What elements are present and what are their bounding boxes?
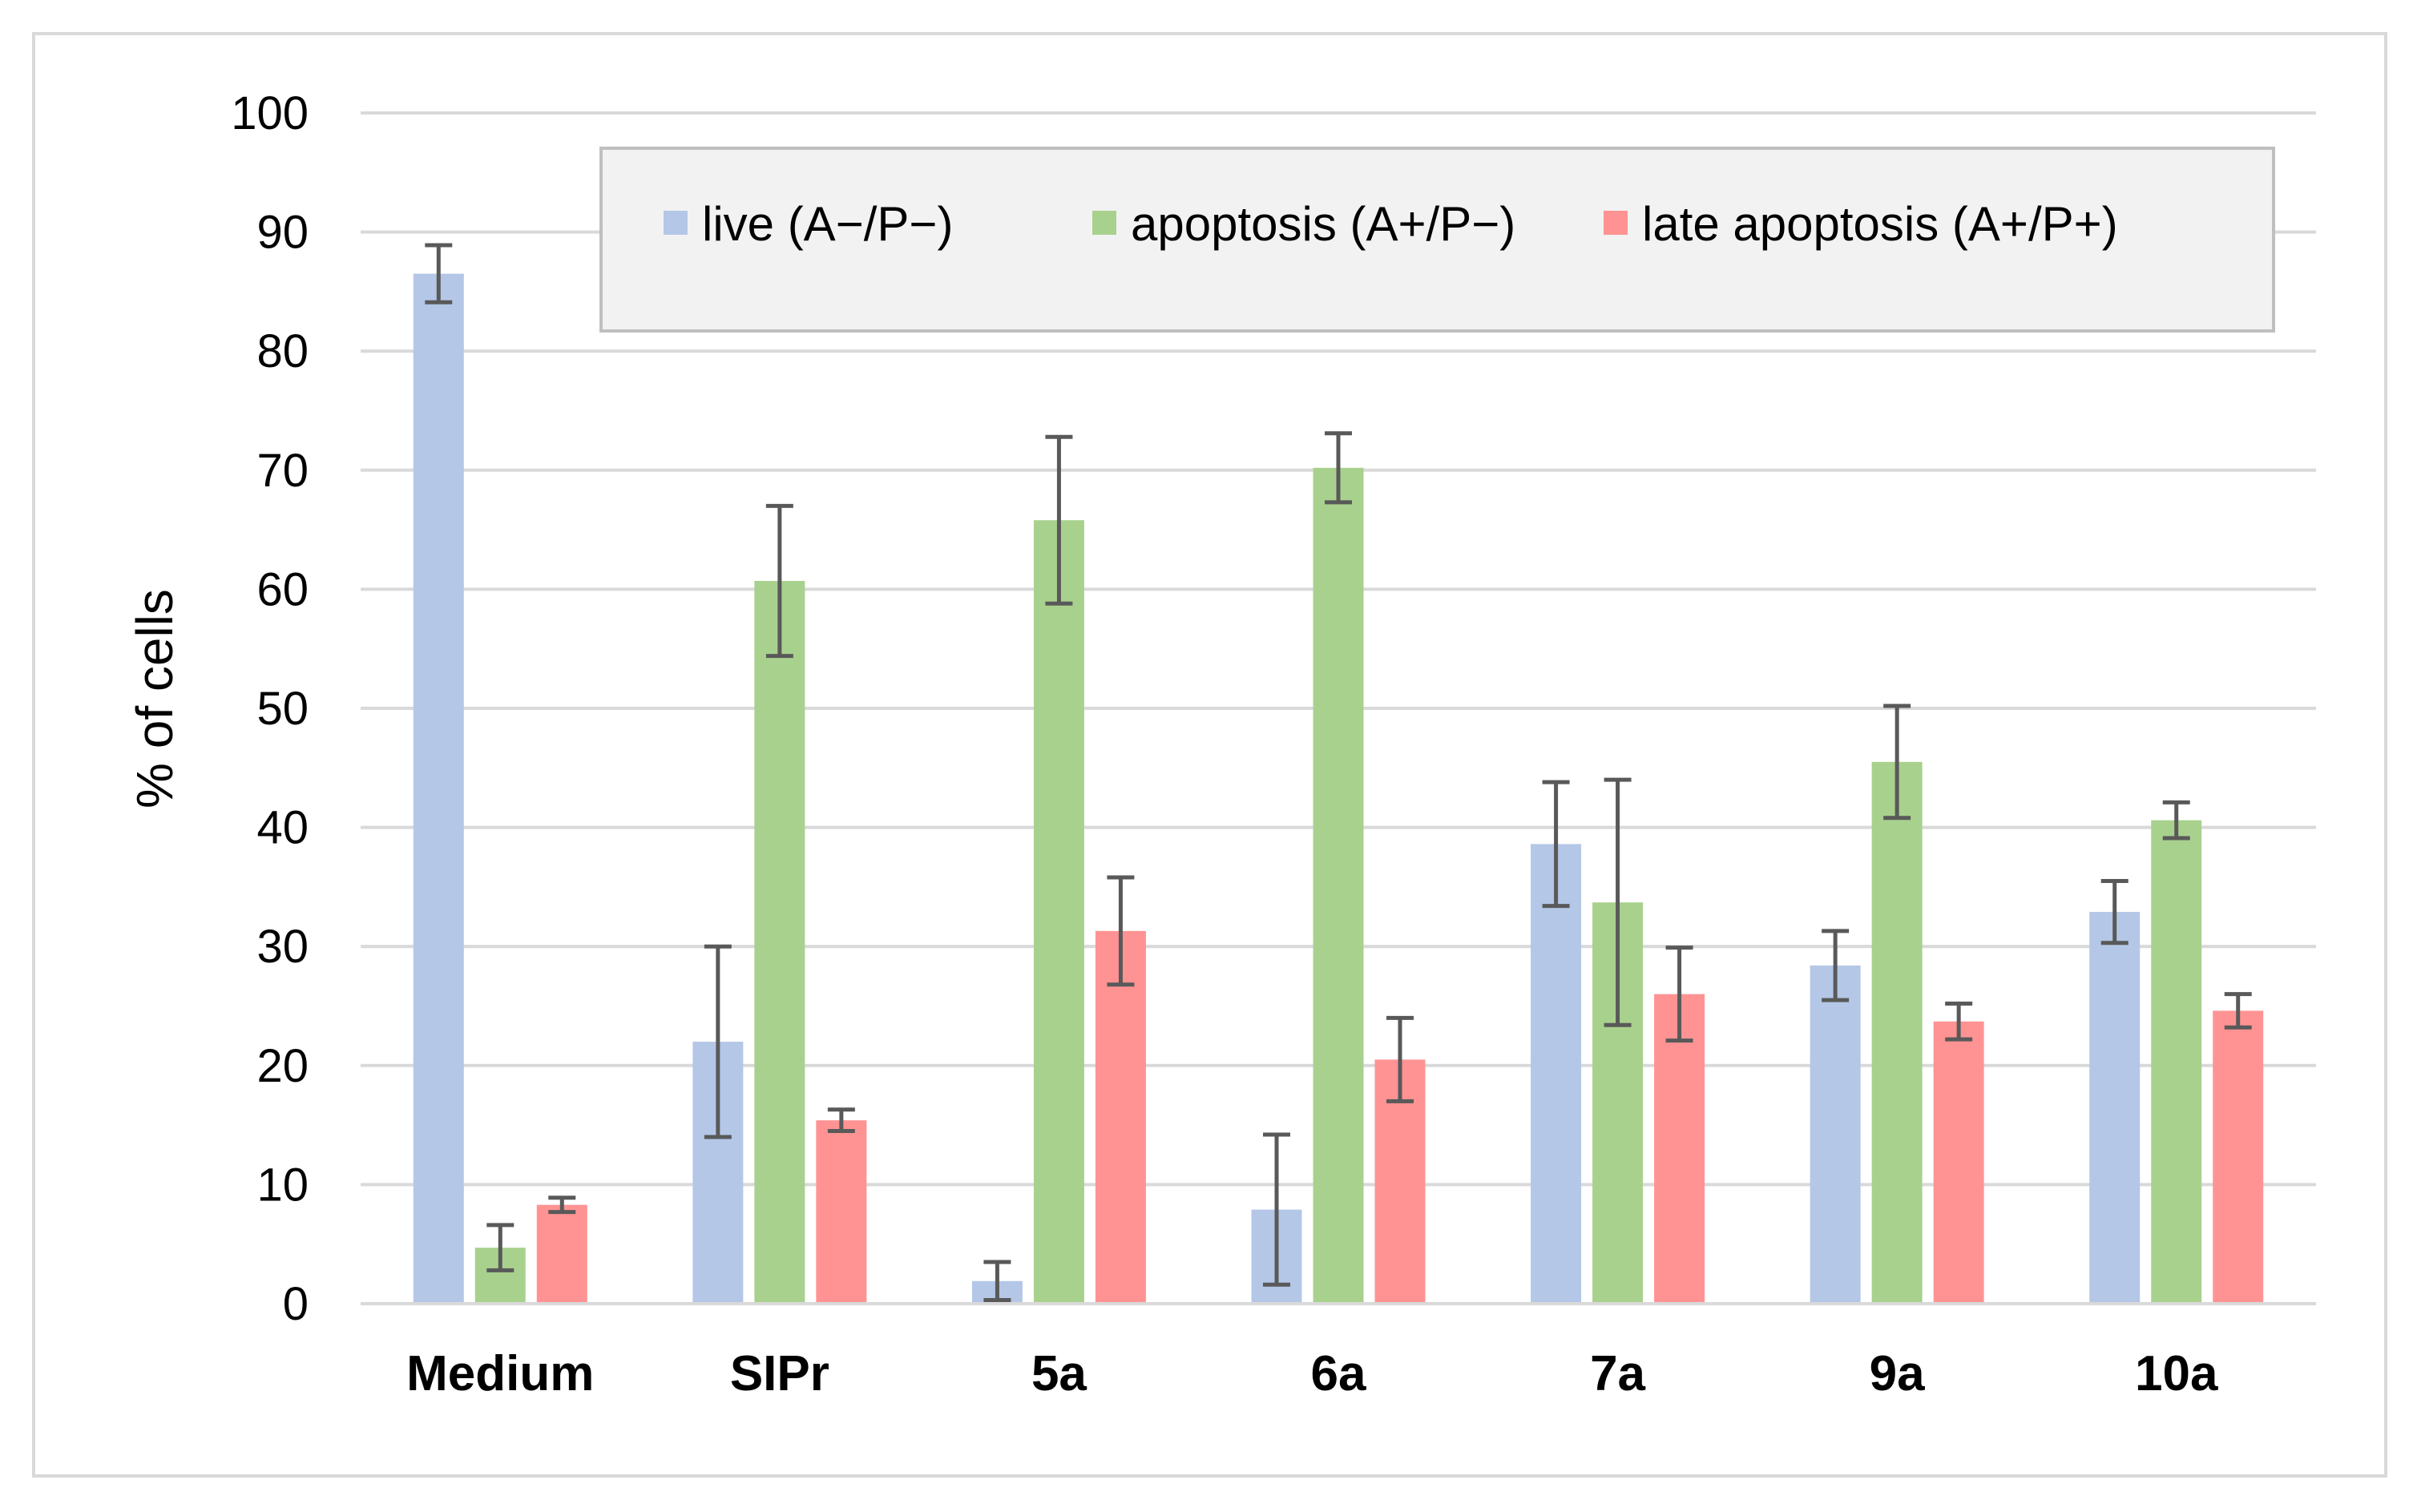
error-bar — [765, 503, 793, 659]
legend: live (A−/P−) apoptosis (A+/P−) late apopto… — [599, 147, 2275, 333]
bar — [1531, 844, 1582, 1304]
error-bar — [983, 1260, 1011, 1303]
x-category-label: 10a — [2135, 1346, 2218, 1401]
y-tick-label: 30 — [256, 921, 309, 973]
legend-swatch — [664, 211, 688, 235]
y-tick-label: 10 — [256, 1159, 309, 1211]
y-tick-label: 70 — [256, 445, 309, 497]
error-bar — [425, 243, 453, 304]
error-bar — [486, 1223, 514, 1272]
error-bars — [425, 243, 2252, 1303]
bar — [1810, 965, 1861, 1304]
error-bar — [1665, 946, 1693, 1043]
error-bar — [548, 1195, 576, 1215]
y-tick-label: 80 — [256, 325, 309, 377]
legend-swatch — [1604, 211, 1628, 235]
y-tick-label: 0 — [283, 1278, 309, 1330]
x-category-label: Medium — [406, 1346, 594, 1401]
legend-swatch — [1092, 211, 1116, 235]
error-bar — [1263, 1132, 1290, 1287]
y-tick-label: 100 — [231, 87, 309, 139]
bar — [1313, 467, 1364, 1304]
error-bar — [1604, 777, 1632, 1027]
bar — [754, 580, 805, 1304]
error-bar — [2100, 878, 2129, 946]
y-axis-ticks: 0 10 20 30 40 50 60 70 80 90 100 — [231, 87, 309, 1330]
error-bar — [1822, 929, 1850, 1002]
bar — [1871, 761, 1923, 1304]
legend-box — [599, 147, 2275, 333]
bar — [413, 273, 464, 1304]
x-category-label: 9a — [1870, 1346, 1925, 1401]
bar — [536, 1204, 587, 1304]
legend-label: apoptosis (A+/P−) — [1131, 197, 1515, 251]
error-bar — [827, 1107, 855, 1134]
x-category-label: SIPr — [730, 1346, 829, 1401]
error-bar — [1386, 1015, 1414, 1103]
y-axis-title: % of cells — [126, 589, 184, 808]
y-tick-label: 90 — [256, 207, 309, 259]
bar — [1654, 994, 1705, 1304]
x-category-label: 6a — [1311, 1346, 1366, 1401]
error-bar — [2162, 800, 2190, 841]
y-tick-label: 20 — [256, 1040, 309, 1092]
y-tick-label: 40 — [256, 802, 309, 854]
x-category-label: 7a — [1590, 1346, 1645, 1401]
error-bar — [1883, 704, 1911, 821]
x-category-label: 5a — [1031, 1346, 1087, 1401]
y-tick-label: 60 — [256, 563, 309, 615]
bar — [1033, 520, 1084, 1304]
error-bar — [704, 944, 732, 1139]
y-tick-label: 50 — [256, 683, 309, 735]
bar — [1933, 1021, 1984, 1304]
bar — [816, 1120, 867, 1304]
error-bar — [1542, 780, 1570, 909]
legend-label: late apoptosis (A+/P+) — [1642, 197, 2118, 251]
bar — [2089, 912, 2141, 1304]
legend-label: live (A−/P−) — [702, 197, 953, 251]
category-labels: Medium SIPr 5a 6a 7a 9a 10a — [406, 1346, 2218, 1401]
error-bar — [1107, 875, 1135, 987]
error-bar — [1045, 434, 1073, 606]
bar — [2151, 820, 2202, 1304]
bar — [2213, 1010, 2264, 1304]
bar — [1095, 930, 1146, 1304]
error-bar — [2224, 992, 2252, 1030]
error-bar — [1945, 1002, 1973, 1042]
error-bar — [1325, 431, 1352, 505]
